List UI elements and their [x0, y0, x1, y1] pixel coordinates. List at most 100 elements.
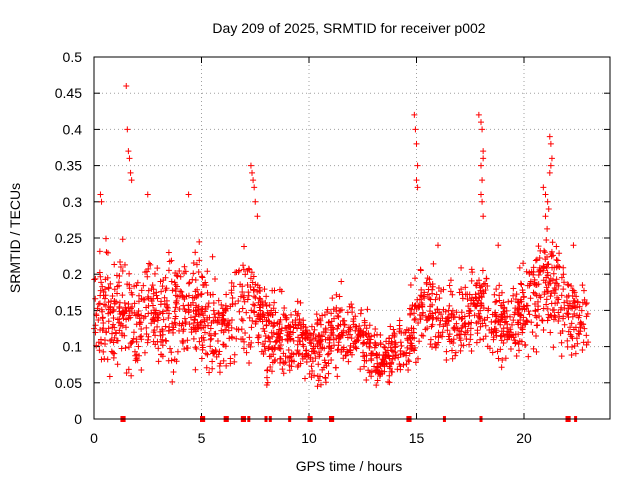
data-point [520, 260, 527, 267]
data-point [232, 269, 239, 276]
data-point [157, 301, 164, 308]
x-tick-label: 10 [301, 430, 317, 446]
data-point [449, 291, 456, 298]
data-point [360, 349, 367, 356]
data-point [488, 318, 495, 325]
x-tick-label: 5 [198, 430, 206, 446]
data-point [493, 332, 500, 339]
data-point [520, 303, 527, 310]
data-point [548, 313, 555, 320]
data-point [561, 299, 568, 306]
data-point [262, 338, 269, 345]
data-point [275, 330, 282, 337]
data-point [579, 282, 586, 289]
data-point [508, 321, 515, 328]
data-point [466, 341, 473, 348]
data-point [127, 305, 134, 312]
data-point [218, 318, 225, 325]
y-tick-label: 0 [74, 411, 82, 427]
data-point [266, 318, 273, 325]
data-point [500, 325, 507, 332]
data-point [520, 293, 527, 300]
data-point [357, 366, 364, 373]
data-point [240, 345, 247, 352]
data-point [405, 366, 412, 373]
data-point [210, 348, 217, 355]
data-point [220, 357, 227, 364]
data-point [478, 290, 485, 297]
data-point [549, 239, 556, 246]
data-point [145, 310, 152, 317]
data-point [335, 322, 342, 329]
data-point [159, 342, 166, 349]
data-point [146, 260, 153, 267]
data-point [482, 322, 489, 329]
data-point [263, 302, 270, 309]
data-point [123, 370, 130, 377]
data-point [552, 279, 559, 286]
data-point [149, 316, 156, 323]
data-point [228, 279, 235, 286]
data-point [222, 302, 229, 309]
data-point [496, 297, 503, 304]
data-point [116, 303, 123, 310]
data-point [120, 315, 127, 322]
spike-point [414, 184, 421, 191]
spike-point [98, 198, 105, 205]
data-point [568, 352, 575, 359]
data-point [261, 286, 268, 293]
data-point [248, 324, 255, 331]
data-point [293, 350, 300, 357]
data-point [407, 281, 414, 288]
data-point [151, 270, 158, 277]
data-point [246, 314, 253, 321]
data-point [516, 303, 523, 310]
data-point [173, 358, 180, 365]
data-point [231, 351, 238, 358]
data-point [532, 257, 539, 264]
data-point [181, 270, 188, 277]
data-point [107, 280, 114, 287]
data-point [99, 308, 106, 315]
data-point [168, 278, 175, 285]
data-point [527, 278, 534, 285]
data-point [386, 335, 393, 342]
data-point [411, 335, 418, 342]
data-point [412, 315, 419, 322]
data-point [227, 360, 234, 367]
data-point [150, 338, 157, 345]
data-point [388, 359, 395, 366]
data-point [135, 298, 142, 305]
data-point [276, 345, 283, 352]
data-point [216, 348, 223, 355]
data-point [383, 338, 390, 345]
data-point [368, 350, 375, 357]
data-point [443, 356, 450, 363]
data-point [493, 298, 500, 305]
data-points [91, 82, 592, 422]
data-point [196, 238, 203, 245]
data-point [457, 347, 464, 354]
data-point [135, 311, 142, 318]
data-point [552, 300, 559, 307]
data-point [297, 360, 304, 367]
data-point [349, 304, 356, 311]
spike-point [479, 126, 486, 133]
data-point [463, 335, 470, 342]
data-point [157, 328, 164, 335]
data-point [242, 330, 249, 337]
data-point [458, 309, 465, 316]
data-point [544, 288, 551, 295]
data-point [239, 317, 246, 324]
data-point [374, 331, 381, 338]
data-point [228, 324, 235, 331]
data-point [185, 280, 192, 287]
data-point [479, 320, 486, 327]
data-point [138, 366, 145, 373]
data-point [504, 321, 511, 328]
data-point [209, 358, 216, 365]
data-point [312, 334, 319, 341]
data-point [273, 338, 280, 345]
data-point [468, 347, 475, 354]
data-point [198, 355, 205, 362]
